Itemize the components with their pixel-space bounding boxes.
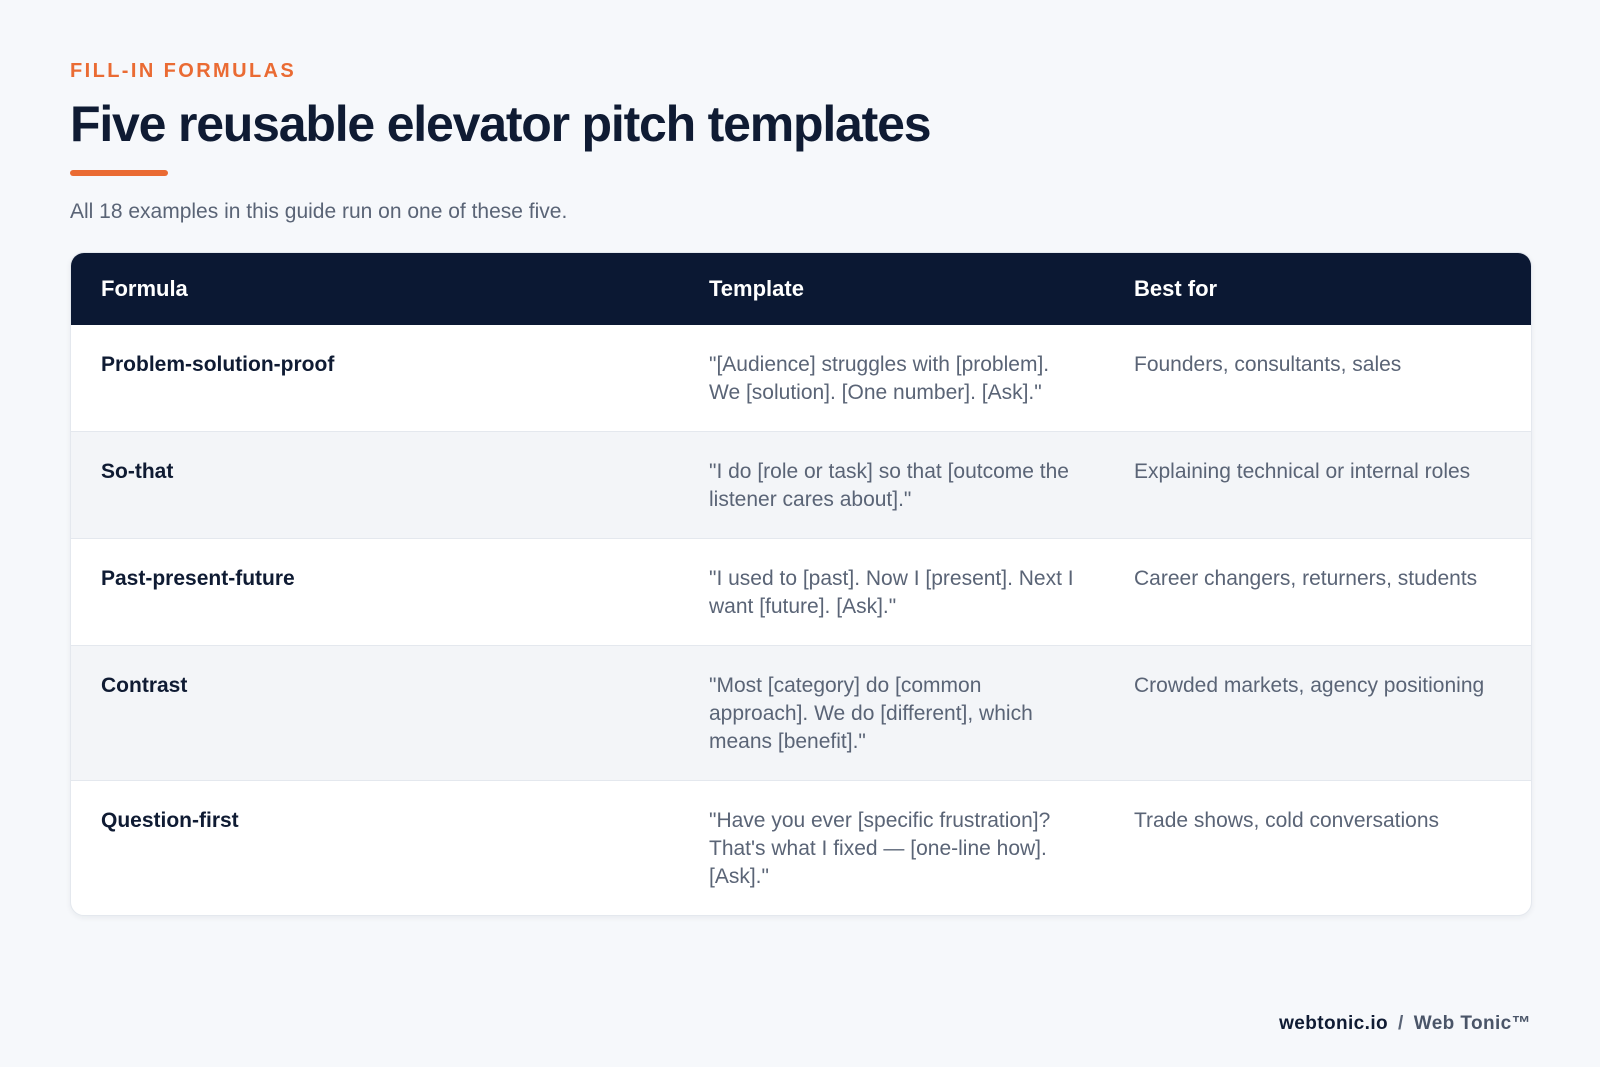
best-for-cell: Trade shows, cold conversations [1104,780,1531,915]
page-subtitle: All 18 examples in this guide run on one… [70,200,568,223]
table-body: Problem-solution-proof "[Audience] strug… [71,325,1531,915]
table-row: Problem-solution-proof "[Audience] strug… [71,325,1531,432]
template-cell: "I used to [past]. Now I [present]. Next… [679,538,1104,646]
formula-cell: Problem-solution-proof [101,353,335,376]
footer-separator: / [1398,1013,1404,1034]
eyebrow-label: FILL-IN FORMULAS [70,60,297,82]
formula-cell: Question-first [71,780,679,915]
template-cell: "I do [role or task] so that [outcome th… [679,431,1104,539]
best-for-cell: Crowded markets, agency positioning [1104,645,1531,781]
template-cell: "Have you ever [specific frustration]? T… [679,780,1104,915]
best-for-cell: Founders, consultants, sales [1134,353,1402,376]
footer-site-link[interactable]: webtonic.io [1279,1013,1389,1034]
formula-cell: So-that [71,431,679,539]
formula-table-card: Formula Template Best for Problem-soluti… [70,252,1532,916]
footer-credit: webtonic.io / Web Tonic™ [1279,1012,1531,1036]
page-title: Five reusable elevator pitch templates [70,96,932,152]
template-cell: "[Audience] struggles with [problem]. We… [709,353,1050,404]
footer-brand: Web Tonic™ [1413,1013,1531,1034]
table-header: Formula Template Best for [71,253,1531,325]
table-row: Contrast "Most [category] do [common app… [71,645,1531,781]
table-row: So-that "I do [role or task] so that [ou… [71,431,1531,539]
column-header-best-for: Best for [1134,276,1218,301]
title-accent-bar [70,170,168,176]
column-header-formula: Formula [101,276,188,301]
column-header-template: Template [709,276,804,301]
best-for-cell: Explaining technical or internal roles [1104,431,1531,539]
table-row: Question-first "Have you ever [specific … [71,780,1531,915]
table-header-row: Formula Template Best for [71,253,1531,325]
formula-cell: Contrast [71,645,679,781]
page-content: FILL-IN FORMULAS Five reusable elevator … [70,58,1532,916]
best-for-cell: Career changers, returners, students [1104,538,1531,646]
formula-table: Formula Template Best for Problem-soluti… [71,253,1531,915]
table-row: Past-present-future "I used to [past]. N… [71,538,1531,646]
template-cell: "Most [category] do [common approach]. W… [679,645,1104,781]
formula-cell: Past-present-future [71,538,679,646]
